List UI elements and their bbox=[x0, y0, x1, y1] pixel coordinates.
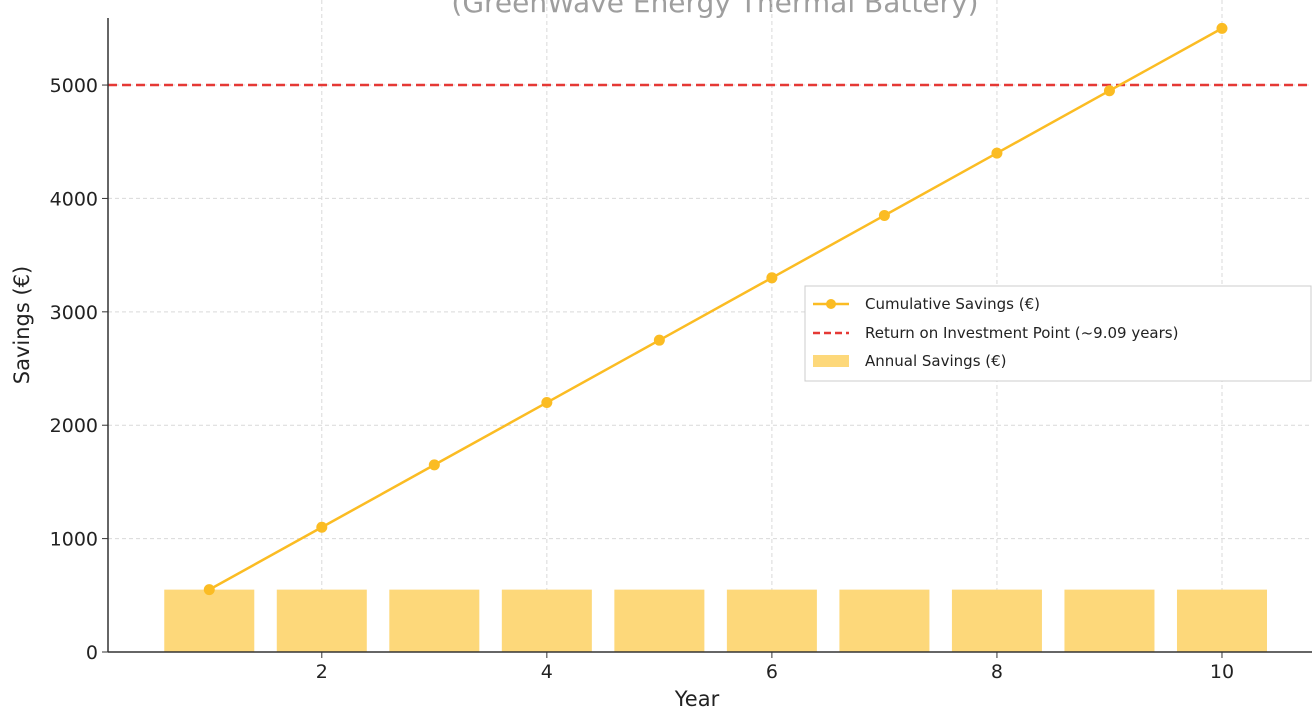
legend-label-cumulative: Cumulative Savings (€) bbox=[865, 295, 1040, 313]
annual-savings-bar bbox=[726, 589, 817, 652]
annual-savings-bar bbox=[839, 589, 930, 652]
y-tick-label: 0 bbox=[86, 642, 98, 664]
axes bbox=[102, 18, 1312, 658]
cumulative-savings-point bbox=[653, 334, 665, 346]
cumulative-savings-point bbox=[991, 147, 1003, 159]
cumulative-savings-line bbox=[203, 22, 1228, 596]
legend-label-annual: Annual Savings (€) bbox=[865, 352, 1007, 370]
x-axis-label: Year bbox=[674, 687, 720, 709]
x-tick-label: 6 bbox=[766, 661, 778, 683]
tick-labels: 2 4 6 8 10 0 1000 2000 3000 4000 5000 bbox=[50, 75, 1234, 683]
y-tick-label: 2000 bbox=[50, 415, 98, 437]
annual-savings-bar bbox=[276, 589, 367, 652]
legend: Cumulative Savings (€) Return on Investm… bbox=[804, 285, 1312, 382]
x-tick-label: 4 bbox=[541, 661, 553, 683]
cumulative-savings-point bbox=[203, 584, 215, 596]
annual-savings-bar bbox=[1176, 589, 1267, 652]
legend-swatch-annual bbox=[813, 355, 849, 367]
x-tick-label: 8 bbox=[991, 661, 1003, 683]
annual-savings-bar bbox=[1064, 589, 1155, 652]
cumulative-savings-polyline bbox=[208, 27, 1223, 591]
annual-savings-bar bbox=[614, 589, 705, 652]
cumulative-savings-point bbox=[541, 397, 553, 409]
cumulative-savings-point bbox=[316, 521, 328, 533]
legend-label-roi: Return on Investment Point (~9.09 years) bbox=[865, 324, 1178, 342]
y-tick-label: 5000 bbox=[50, 75, 98, 97]
annual-savings-bar bbox=[501, 589, 592, 652]
legend-box bbox=[804, 285, 1312, 382]
annual-savings-bar bbox=[389, 589, 480, 652]
cumulative-savings-point bbox=[428, 459, 440, 471]
x-tick-label: 2 bbox=[316, 661, 328, 683]
x-tick-label: 10 bbox=[1210, 661, 1234, 683]
y-tick-label: 1000 bbox=[50, 529, 98, 551]
cumulative-savings-point bbox=[1216, 22, 1228, 34]
cumulative-savings-point bbox=[766, 272, 778, 284]
chart-title: (GreenWave Energy Thermal Battery) bbox=[451, 0, 978, 19]
y-axis-label: Savings (€) bbox=[10, 266, 34, 384]
cumulative-savings-point bbox=[878, 209, 890, 221]
y-tick-label: 4000 bbox=[50, 188, 98, 210]
y-tick-label: 3000 bbox=[50, 302, 98, 324]
annual-savings-bar bbox=[164, 589, 255, 652]
annual-savings-bar bbox=[951, 589, 1042, 652]
annual-savings-bars bbox=[164, 589, 1267, 652]
cumulative-savings-point bbox=[1103, 85, 1115, 97]
legend-marker-cumulative bbox=[826, 299, 836, 309]
